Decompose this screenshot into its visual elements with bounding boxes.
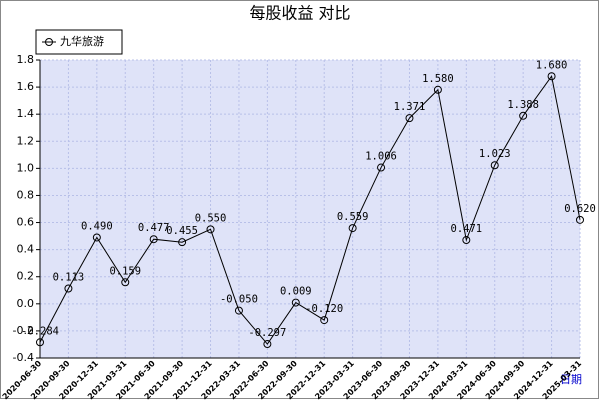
legend-marker [45,38,53,46]
point [178,238,187,247]
value-label: 1.371 [394,101,426,113]
point [206,225,215,234]
point [36,338,44,347]
value-label: 0.113 [53,272,85,284]
value-label: 1.680 [536,59,568,71]
y-tick-label: -0.4 [13,351,34,364]
point [64,284,73,293]
value-label: -0.284 [21,325,59,337]
value-label: 0.471 [451,223,483,235]
chart-title: 每股收益 对比 [249,4,350,23]
value-label: 0.559 [337,211,369,223]
plot-area [40,60,580,358]
y-tick-label: 0.2 [17,270,35,283]
series-line [39,75,581,345]
point [547,72,556,81]
point [405,114,414,123]
value-label: 0.159 [109,265,141,277]
value-label: 0.477 [138,222,170,234]
value-label: 1.580 [422,73,454,85]
value-label: 0.009 [280,286,312,298]
y-tick-label: 1.8 [17,53,35,66]
y-tick-label: 1.2 [17,134,35,147]
y-tick-label: 0.6 [17,216,35,229]
point [121,278,130,287]
point [462,236,471,245]
point [263,340,272,349]
value-label: -0.297 [248,327,286,339]
point [149,235,158,244]
point [433,85,442,94]
value-label: -0.120 [305,303,343,315]
value-label: 1.388 [507,99,539,111]
y-tick-label: 1.0 [17,161,35,174]
y-tick-label: 0.8 [17,188,35,201]
value-label: -0.050 [220,294,258,306]
value-label: 0.550 [195,212,227,224]
point [320,316,329,325]
value-label: 0.490 [81,220,113,232]
point [490,161,499,170]
y-tick-label: 0.4 [17,243,35,256]
y-tick-label: -0.2 [13,324,34,337]
point [234,306,243,315]
point [377,163,386,172]
point [291,298,300,307]
value-label: 0.455 [166,225,198,237]
point [519,111,528,120]
point [348,224,357,233]
value-label: 1.023 [479,148,511,160]
y-tick-label: 1.4 [17,107,35,120]
x-axis-label: 日期 [560,373,582,386]
y-tick-label: 1.6 [17,80,35,93]
point [92,233,101,242]
y-tick-label: 0.0 [17,297,35,310]
point [576,215,584,224]
value-label: 0.620 [564,203,596,215]
value-label: 1.006 [365,151,397,163]
legend-label: 九华旅游 [60,34,104,48]
